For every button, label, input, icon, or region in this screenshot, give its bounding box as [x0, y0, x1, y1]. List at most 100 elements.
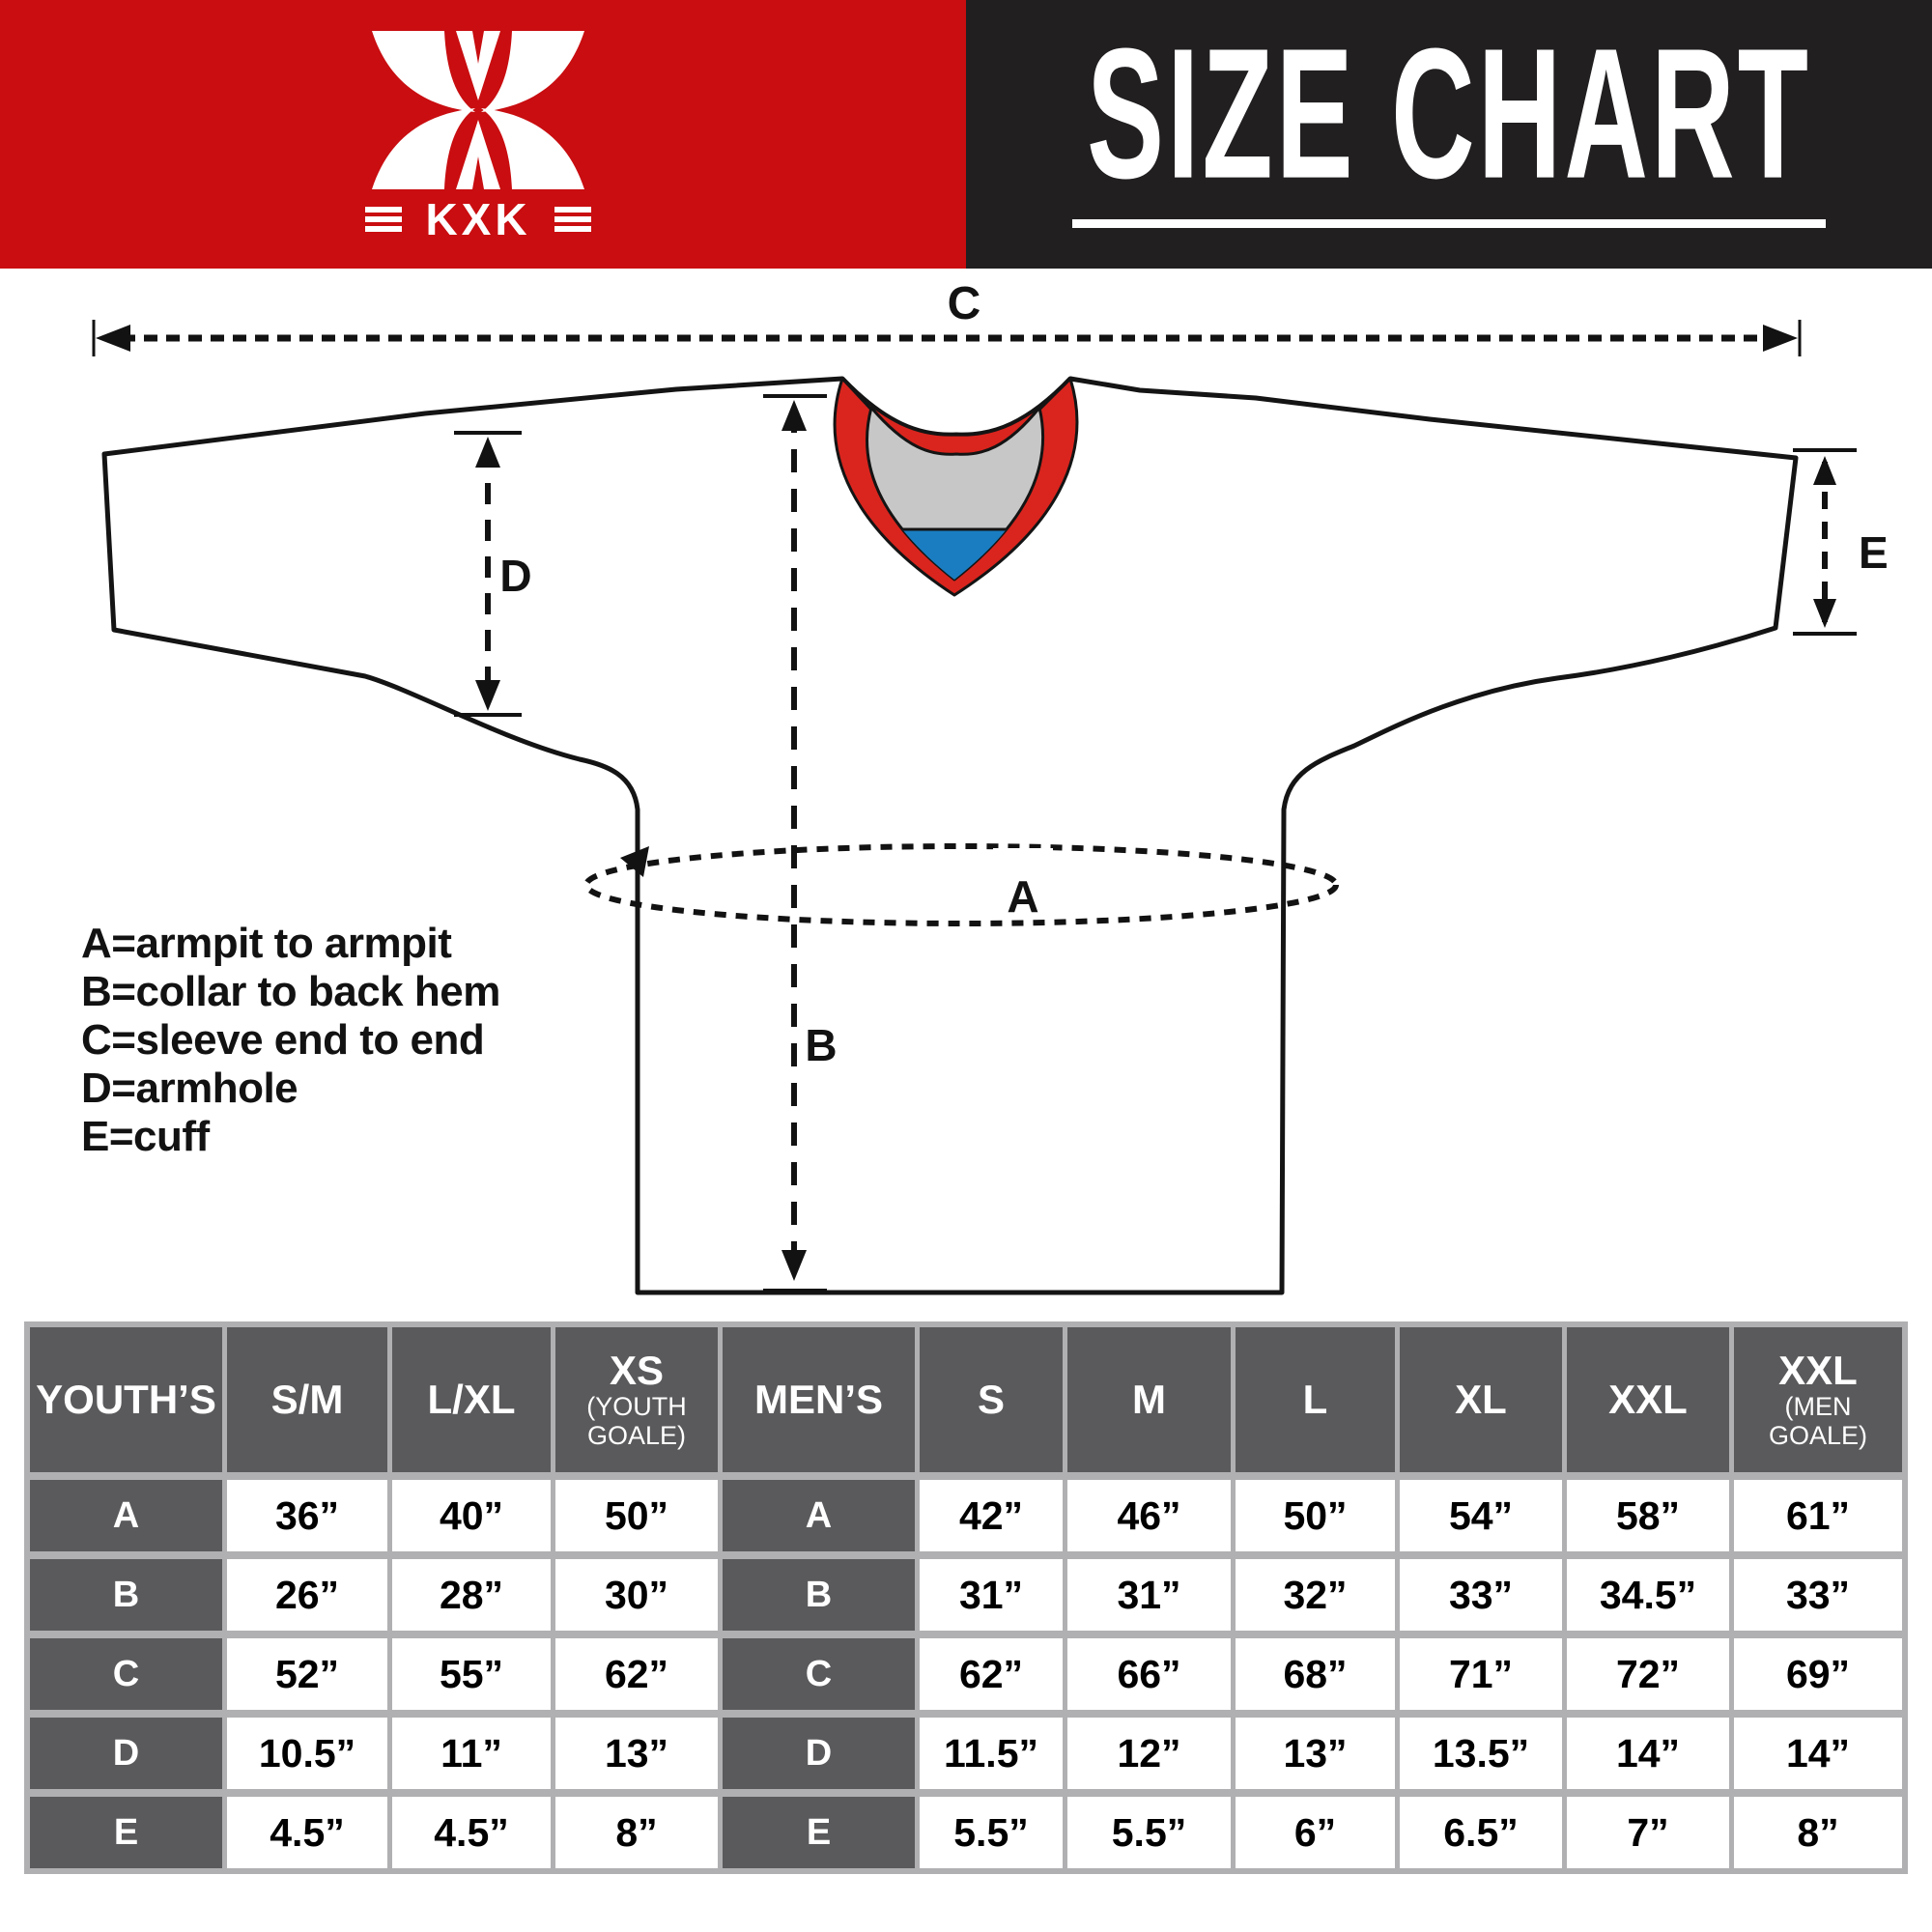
men-b-xxl: 34.5” [1567, 1559, 1729, 1631]
logo-chevron-bottom [456, 120, 500, 189]
logo-blade-bottom-left [372, 108, 475, 189]
youth-row-d-label: D [30, 1718, 222, 1789]
legend-item-e: E=cuff [81, 1113, 210, 1160]
col-header-xxl-sub1: (MEN [1784, 1392, 1852, 1421]
men-a-s: 42” [920, 1480, 1063, 1551]
men-d-xl: 13.5” [1400, 1718, 1562, 1789]
logo-blade-top-right [481, 31, 584, 112]
legend-item-c: C=sleeve end to end [81, 1016, 485, 1064]
legend-item-d: D=armhole [81, 1065, 298, 1112]
men-b-xl: 33” [1400, 1559, 1562, 1631]
legend-item-a: A=armpit to armpit [81, 920, 452, 967]
youth-c-sm: 52” [227, 1638, 387, 1710]
logo-bars-right [554, 207, 591, 232]
men-b-l: 32” [1236, 1559, 1395, 1631]
youth-b-lxl: 28” [392, 1559, 551, 1631]
col-header-youth-lxl: L/XL [392, 1327, 551, 1472]
logo-wordmark: KXK [425, 194, 530, 244]
men-row-e-label: E [723, 1797, 915, 1868]
youth-a-sm: 36” [227, 1480, 387, 1551]
men-d-xxl: 14” [1567, 1718, 1729, 1789]
logo-blade-bottom-right [481, 108, 584, 189]
youth-row-a-label: A [30, 1480, 222, 1551]
youth-a-lxl: 40” [392, 1480, 551, 1551]
men-b-xxl-goalie: 33” [1734, 1559, 1902, 1631]
men-e-xxl: 7” [1567, 1797, 1729, 1868]
label-a: A [1007, 871, 1038, 922]
youth-d-sm: 10.5” [227, 1718, 387, 1789]
col-header-men-l: L [1236, 1327, 1395, 1472]
men-c-s: 62” [920, 1638, 1063, 1710]
col-header-xxl-sub2: GOALE) [1768, 1421, 1868, 1450]
men-e-m: 5.5” [1067, 1797, 1231, 1868]
measure-arrow-c [92, 320, 1802, 356]
col-header-xs-sub2: GOALE) [586, 1421, 687, 1450]
label-b: B [805, 1020, 837, 1070]
collar-seam-left [842, 379, 873, 412]
col-header-men-s: S [920, 1327, 1063, 1472]
youth-e-xs: 8” [555, 1797, 718, 1868]
youth-row-e-label: E [30, 1797, 222, 1868]
legend-item-b: B=collar to back hem [81, 968, 500, 1015]
youth-d-xs: 13” [555, 1718, 718, 1789]
men-a-m: 46” [1067, 1480, 1231, 1551]
label-c: C [948, 278, 981, 329]
men-d-m: 12” [1067, 1718, 1231, 1789]
men-c-xl: 71” [1400, 1638, 1562, 1710]
men-b-s: 31” [920, 1559, 1063, 1631]
col-header-xxl-main: XXL [1778, 1348, 1858, 1393]
jersey-measurement-diagram: C D [92, 278, 1889, 1295]
men-c-m: 66” [1067, 1638, 1231, 1710]
page-title: SIZE CHART [1087, 10, 1811, 217]
youth-row-c-label: C [30, 1638, 222, 1710]
youth-e-sm: 4.5” [227, 1797, 387, 1868]
men-d-xxl-goalie: 14” [1734, 1718, 1902, 1789]
men-e-xxl-goalie: 8” [1734, 1797, 1902, 1868]
men-e-s: 5.5” [920, 1797, 1063, 1868]
men-d-s: 11.5” [920, 1718, 1063, 1789]
men-c-xxl: 72” [1567, 1638, 1729, 1710]
size-table: YOUTH’S S/M L/XL XS (YOUTH GOALE) MEN’S … [24, 1321, 1908, 1874]
col-header-men-xl: XL [1400, 1327, 1562, 1472]
men-row-b-label: B [723, 1559, 915, 1631]
col-header-mens: MEN’S [723, 1327, 915, 1472]
men-d-l: 13” [1236, 1718, 1395, 1789]
measure-arrow-d [454, 431, 522, 717]
men-a-xxl-goalie: 61” [1734, 1480, 1902, 1551]
men-a-xxl: 58” [1567, 1480, 1729, 1551]
measure-arrow-b [763, 394, 848, 1293]
youth-b-xs: 30” [555, 1559, 718, 1631]
men-row-c-label: C [723, 1638, 915, 1710]
col-header-youth-xs-goalie: XS (YOUTH GOALE) [555, 1327, 718, 1472]
youth-row-b-label: B [30, 1559, 222, 1631]
men-a-xl: 54” [1400, 1480, 1562, 1551]
col-header-youth-sm: S/M [227, 1327, 387, 1472]
title-underline [1072, 218, 1826, 228]
youth-c-xs: 62” [555, 1638, 718, 1710]
youth-b-sm: 26” [227, 1559, 387, 1631]
youth-e-lxl: 4.5” [392, 1797, 551, 1868]
men-c-l: 68” [1236, 1638, 1395, 1710]
label-e: E [1859, 527, 1889, 578]
label-d: D [499, 551, 531, 601]
logo-bars-left [365, 207, 402, 232]
measurement-legend: A=armpit to armpit B=collar to back hem … [81, 920, 500, 1161]
youth-d-lxl: 11” [392, 1718, 551, 1789]
col-header-men-xxl: XXL [1567, 1327, 1729, 1472]
measure-arrow-e [1793, 448, 1857, 636]
brand-panel: KXK [0, 0, 966, 269]
title-panel: SIZE CHART [966, 0, 1932, 269]
youth-a-xs: 50” [555, 1480, 718, 1551]
col-header-xs-main: XS [609, 1348, 665, 1393]
men-row-a-label: A [723, 1480, 915, 1551]
measure-ellipse-a [583, 843, 1339, 926]
logo-chevron-top [456, 31, 500, 100]
men-a-l: 50” [1236, 1480, 1395, 1551]
col-header-men-m: M [1067, 1327, 1231, 1472]
col-header-youths: YOUTH’S [30, 1327, 222, 1472]
men-c-xxl-goalie: 69” [1734, 1638, 1902, 1710]
col-header-men-xxl-goalie: XXL (MEN GOALE) [1734, 1327, 1902, 1472]
collar-seam-right [1037, 379, 1070, 412]
kxk-logo-icon: KXK [365, 31, 591, 244]
